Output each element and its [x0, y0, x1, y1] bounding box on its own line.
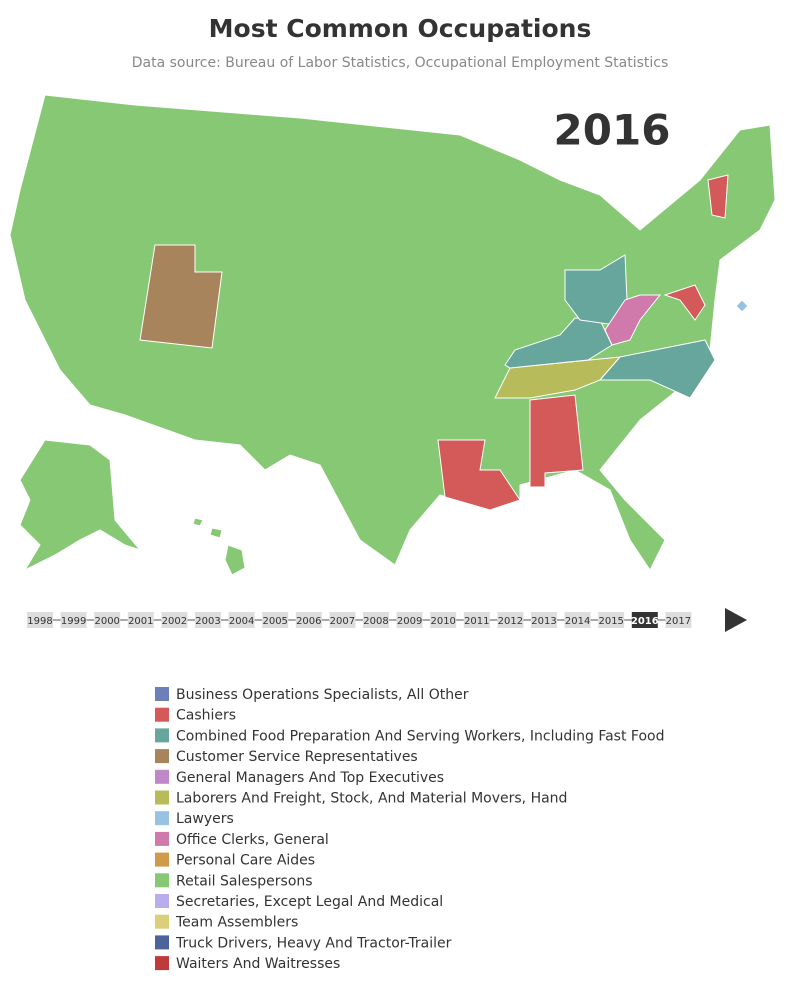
year-label[interactable]: 2004: [229, 616, 254, 627]
legend-swatch: [155, 728, 169, 743]
legend-swatch: [155, 811, 169, 826]
year-label[interactable]: 2013: [531, 616, 556, 627]
legend-swatch: [155, 894, 169, 908]
legend-swatch: [155, 707, 169, 722]
year-label[interactable]: 1999: [61, 616, 86, 627]
legend-swatch: [155, 873, 169, 888]
legend-swatch: [155, 769, 169, 784]
state-region: [604, 294, 662, 346]
state-region: [735, 299, 749, 313]
legend-label: Waiters And Waitresses: [176, 956, 340, 972]
year-button[interactable]: [631, 612, 658, 628]
year-button[interactable]: [363, 612, 389, 628]
year-label[interactable]: 2015: [598, 616, 623, 627]
legend-label: Office Clerks, General: [176, 832, 329, 848]
map-base-hawaii: [209, 527, 223, 539]
year-button[interactable]: [497, 612, 524, 628]
state-region: [663, 284, 706, 321]
legend-swatch: [155, 852, 169, 867]
legend-swatch: [155, 687, 169, 701]
legend-swatch: [155, 790, 169, 805]
year-button[interactable]: [329, 612, 356, 628]
state-region: [598, 339, 716, 399]
us-map: [9, 94, 776, 576]
year-button[interactable]: [598, 612, 625, 628]
legend: Business Operations Specialists, All Oth…: [155, 687, 664, 972]
state-region: [437, 439, 521, 511]
state-region: [529, 394, 584, 488]
year-label[interactable]: 2005: [262, 616, 287, 627]
legend-swatch: [155, 956, 169, 971]
year-label[interactable]: 2006: [296, 616, 321, 627]
legend-label: Team Assemblers: [175, 915, 298, 931]
year-label[interactable]: 2014: [565, 616, 590, 627]
legend-label: Lawyers: [176, 811, 234, 827]
subtitle: Data source: Bureau of Labor Statistics,…: [132, 55, 669, 71]
year-label[interactable]: 2012: [498, 616, 523, 627]
year-button[interactable]: [127, 612, 154, 628]
year-button[interactable]: [396, 612, 423, 628]
legend-swatch: [155, 914, 169, 929]
legend-label: Truck Drivers, Heavy And Tractor-Trailer: [175, 935, 452, 951]
legend-label: General Managers And Top Executives: [176, 770, 444, 786]
year-label[interactable]: 2003: [195, 616, 220, 627]
year-label[interactable]: 2016: [631, 616, 659, 627]
legend-swatch: [155, 935, 169, 950]
year-label[interactable]: 2008: [363, 616, 388, 627]
year-button[interactable]: [60, 612, 87, 628]
year-label[interactable]: 2002: [162, 616, 187, 627]
year-label[interactable]: 2000: [94, 616, 119, 627]
legend-label: Retail Salespersons: [176, 873, 313, 889]
year-button[interactable]: [463, 612, 490, 628]
year-label[interactable]: 2010: [430, 616, 455, 627]
legend-swatch: [155, 831, 169, 846]
state-region: [139, 244, 223, 349]
map-base-alaska: [19, 439, 142, 572]
map-base: [9, 94, 776, 571]
title: Most Common Occupations: [209, 14, 592, 43]
legend-label: Customer Service Representatives: [176, 749, 418, 765]
legend-swatch: [155, 749, 169, 764]
year-button[interactable]: [195, 612, 221, 628]
legend-label: Personal Care Aides: [176, 853, 315, 869]
map-base-hawaii: [224, 544, 246, 576]
year-button[interactable]: [564, 612, 591, 628]
timeline: 1998 1999 2000 2001 2002 2003 2004 2005 2006 2007…: [27, 612, 692, 628]
legend-label: Combined Food Preparation And Serving Wo…: [176, 728, 664, 744]
state-region: [707, 174, 729, 219]
year-button[interactable]: [531, 612, 557, 628]
year-button[interactable]: [27, 612, 53, 628]
year-button[interactable]: [430, 612, 457, 628]
year-button[interactable]: [665, 612, 692, 628]
year-button[interactable]: [228, 612, 255, 628]
map-base-hawaii: [192, 517, 204, 527]
year-button[interactable]: [262, 612, 289, 628]
legend-label: Business Operations Specialists, All Oth…: [176, 687, 469, 703]
year-button[interactable]: [94, 612, 121, 628]
year-button[interactable]: [161, 612, 188, 628]
year-label[interactable]: 2017: [666, 616, 691, 627]
year-label[interactable]: 2009: [397, 616, 422, 627]
year-label[interactable]: 1998: [27, 616, 52, 627]
year-label[interactable]: 2011: [464, 616, 489, 627]
legend-label: Cashiers: [176, 708, 236, 724]
legend-label: Secretaries, Except Legal And Medical: [176, 894, 443, 910]
year-button[interactable]: [295, 612, 322, 628]
play-button[interactable]: [725, 608, 747, 632]
legend-label: Laborers And Freight, Stock, And Materia…: [176, 791, 567, 807]
year-label[interactable]: 2007: [330, 616, 355, 627]
year-label[interactable]: 2001: [128, 616, 153, 627]
current-year: 2016: [554, 106, 671, 155]
